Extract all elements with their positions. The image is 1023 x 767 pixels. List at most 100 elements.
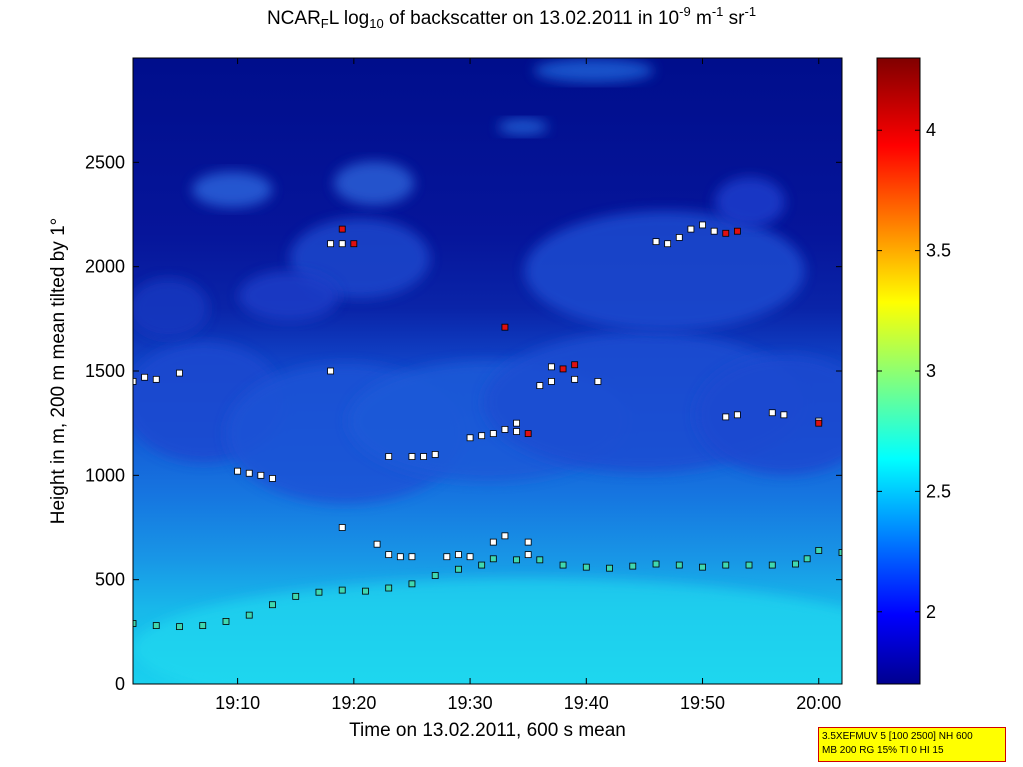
x-tick-label: 19:10 <box>215 693 260 713</box>
white-marker <box>733 411 741 419</box>
white-marker <box>489 430 497 438</box>
cloud-patch <box>289 218 430 299</box>
colorbar: 2 2.5 3 3.5 4 <box>876 57 951 685</box>
backscatter-field <box>133 58 842 684</box>
white-marker <box>338 240 346 248</box>
white-marker <box>373 540 381 548</box>
green-marker <box>362 587 369 595</box>
green-marker <box>675 561 683 569</box>
chart-title: NCARFL log10 of backscatter on 13.02.201… <box>0 4 1023 31</box>
title-sup-2: -1 <box>711 4 724 19</box>
cloud-patch <box>695 354 842 475</box>
white-marker <box>245 469 253 477</box>
green-marker <box>803 555 811 563</box>
red-marker <box>571 361 579 369</box>
white-marker <box>152 375 160 383</box>
red-marker <box>815 419 823 427</box>
white-marker <box>768 409 776 417</box>
red-marker <box>733 227 741 235</box>
green-marker <box>222 618 230 625</box>
white-marker <box>478 432 486 440</box>
green-marker <box>176 623 183 631</box>
colorbar-tick-label: 2 <box>926 602 936 622</box>
white-marker <box>327 367 334 375</box>
green-marker <box>606 564 613 572</box>
white-marker <box>710 227 718 235</box>
white-marker <box>455 551 462 559</box>
white-marker <box>571 375 579 383</box>
colorbar-gradient <box>876 57 921 685</box>
white-marker <box>385 453 393 460</box>
x-tick-label: 19:50 <box>680 693 725 713</box>
title-text-2: L log <box>328 8 370 29</box>
white-marker <box>513 428 520 435</box>
white-marker <box>408 453 416 460</box>
y-tick-label: 1000 <box>85 465 125 485</box>
colorbar-tick-label: 2.5 <box>926 481 951 501</box>
cloud-patch <box>192 171 273 208</box>
green-marker <box>455 565 462 573</box>
red-marker <box>338 225 346 233</box>
white-marker <box>548 378 555 385</box>
green-marker <box>269 601 276 609</box>
green-marker <box>629 562 637 570</box>
y-tick-label: 2000 <box>85 257 125 277</box>
axes: 19:10 19:20 19:30 19:40 19:50 20:00 0 500 1000 15… <box>48 57 843 741</box>
green-marker <box>722 561 730 569</box>
y-tick-label: 1500 <box>85 361 125 381</box>
title-sup-1: -9 <box>679 4 691 19</box>
green-marker <box>431 572 439 579</box>
y-axis-label: Height in m, 200 m mean tilted by 1° <box>48 218 69 524</box>
white-marker <box>664 240 672 248</box>
green-marker <box>536 556 544 564</box>
white-marker <box>687 225 695 233</box>
red-marker <box>524 430 532 438</box>
white-marker <box>327 240 334 248</box>
green-marker <box>815 547 823 554</box>
colorbar-tick-label: 3 <box>926 361 936 381</box>
white-marker <box>396 553 404 561</box>
title-text-4: m <box>690 8 712 29</box>
green-marker <box>199 622 207 629</box>
x-axis-label: Time on 13.02.2011, 600 s mean <box>349 720 626 741</box>
white-marker <box>257 471 265 479</box>
y-tick-label: 2500 <box>85 152 125 172</box>
white-marker <box>501 532 509 540</box>
white-marker <box>501 426 509 433</box>
info-line-1: 3.5XEFMUV 5 [100 2500] NH 600 <box>822 731 973 742</box>
white-marker <box>594 378 602 385</box>
x-tick-label: 19:40 <box>564 693 609 713</box>
colorbar-tick-label: 3.5 <box>926 241 951 261</box>
red-marker <box>559 365 567 373</box>
white-marker <box>536 382 544 390</box>
green-marker <box>838 549 842 556</box>
green-marker <box>699 563 706 571</box>
cloud-patch <box>524 210 805 331</box>
white-marker <box>408 553 416 561</box>
colorbar-tick-label: 4 <box>926 120 936 140</box>
title-sub-2: 10 <box>369 16 384 31</box>
plot-area <box>133 58 842 684</box>
white-marker <box>722 413 730 421</box>
cloud-patch <box>238 270 339 321</box>
white-marker <box>420 453 427 460</box>
cloud-patch <box>714 176 785 227</box>
green-marker <box>408 580 416 588</box>
y-tick-label: 500 <box>95 570 125 590</box>
white-marker <box>489 538 497 546</box>
processing-parameters-box: 3.5XEFMUV 5 [100 2500] NH 600 MB 200 RG … <box>818 727 1006 762</box>
white-marker <box>338 524 346 531</box>
cloud-patch <box>533 58 654 83</box>
white-marker <box>675 234 683 241</box>
white-marker <box>466 434 474 442</box>
white-marker <box>780 411 788 419</box>
green-marker <box>768 561 776 569</box>
green-marker <box>315 588 323 596</box>
title-text-5: sr <box>723 8 745 29</box>
green-marker <box>792 560 799 568</box>
red-marker <box>501 323 509 331</box>
x-tick-label: 20:00 <box>796 693 841 713</box>
x-tick-label: 19:30 <box>448 693 493 713</box>
white-marker <box>176 369 183 377</box>
